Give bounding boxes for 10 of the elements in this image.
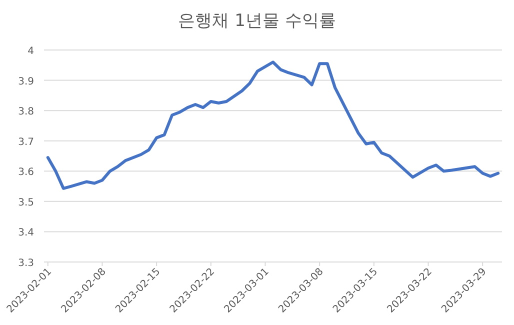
y-tick-label: 3.3	[18, 258, 34, 269]
y-tick-label: 4	[28, 46, 34, 57]
line-series	[46, 60, 500, 190]
y-tick-label: 3.5	[18, 197, 34, 208]
y-tick-label: 3.9	[18, 76, 34, 88]
chart-title: 은행채 1년물 수익률	[178, 11, 336, 31]
y-tick-label: 3.8	[18, 106, 34, 118]
y-tick-label: 3.4	[18, 228, 34, 239]
y-tick-label: 3.6	[18, 167, 34, 178]
y-tick-label: 3.7	[18, 136, 34, 148]
